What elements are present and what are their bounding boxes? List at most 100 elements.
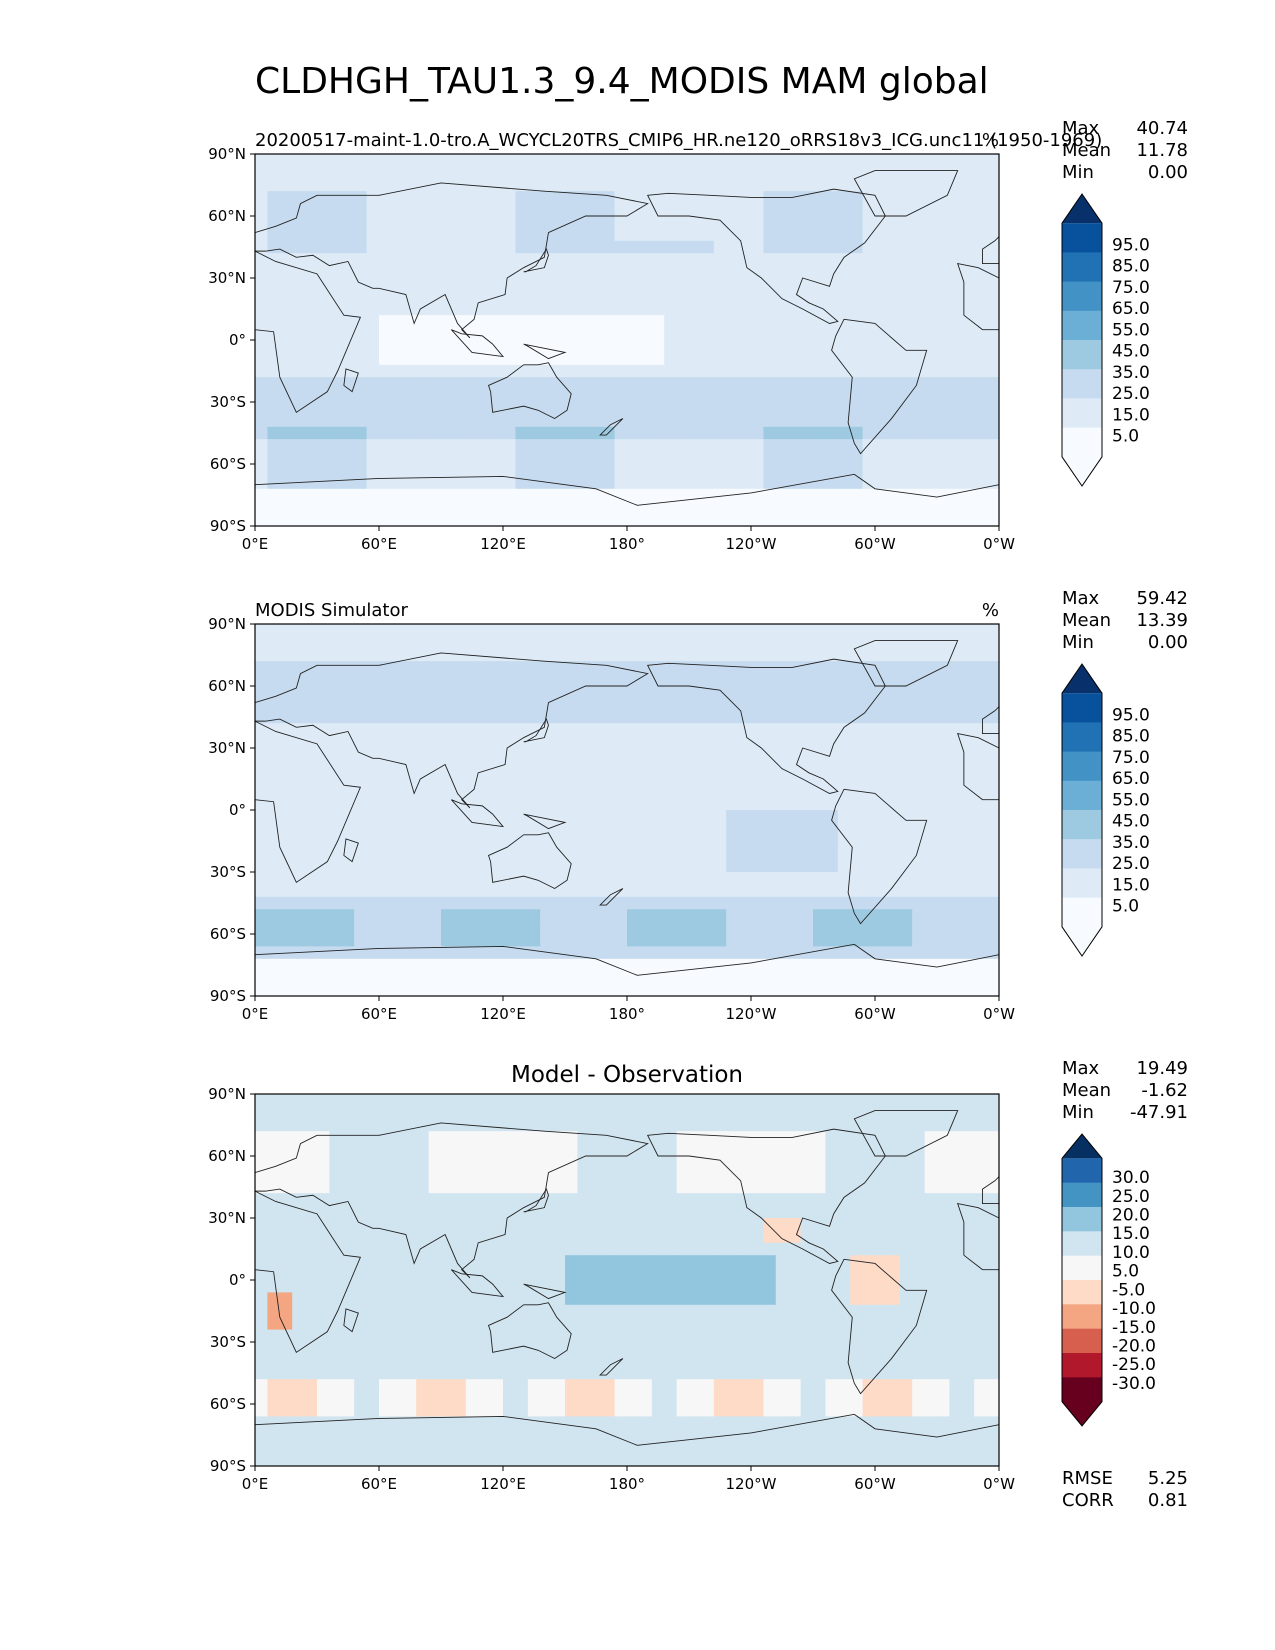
field-cell xyxy=(614,1143,628,1157)
field-cell xyxy=(341,884,355,898)
field-cell xyxy=(763,859,777,873)
field-cell xyxy=(862,290,876,304)
field-cell xyxy=(627,178,640,192)
field-cell xyxy=(651,971,665,985)
field-cell xyxy=(701,748,715,761)
field-cell xyxy=(788,921,802,935)
field-cell xyxy=(465,1094,479,1107)
field-cell xyxy=(366,439,380,453)
field-cell xyxy=(887,872,901,885)
field-cell xyxy=(292,872,306,885)
field-cell xyxy=(689,971,702,985)
field-cell xyxy=(775,426,789,440)
field-cell xyxy=(552,983,566,996)
field-cell xyxy=(627,1317,640,1331)
field-cell xyxy=(664,1193,678,1207)
field-cell xyxy=(565,1205,578,1219)
field-cell xyxy=(738,1342,752,1355)
field-cell xyxy=(763,1094,777,1107)
field-cell xyxy=(937,636,950,650)
field-cell xyxy=(937,896,950,910)
field-cell xyxy=(689,797,702,811)
field-cell xyxy=(354,859,368,873)
field-cell xyxy=(961,513,975,526)
field-cell xyxy=(887,476,901,490)
field-cell xyxy=(986,253,999,267)
field-cell xyxy=(503,921,516,935)
field-cell xyxy=(540,216,554,229)
field-cell xyxy=(912,451,926,465)
field-cell xyxy=(292,501,306,515)
field-cell xyxy=(825,872,839,885)
field-cell xyxy=(924,1143,938,1157)
field-cell xyxy=(602,624,616,637)
field-cell xyxy=(403,1168,417,1182)
field-cell xyxy=(713,501,727,515)
field-cell xyxy=(689,352,702,366)
field-cell xyxy=(974,909,988,923)
field-cell xyxy=(788,785,802,799)
field-cell xyxy=(937,1242,950,1256)
field-cell xyxy=(366,426,380,440)
field-cell xyxy=(899,723,913,737)
field-cell xyxy=(837,971,851,985)
field-cell xyxy=(279,884,293,898)
field-cell xyxy=(527,785,541,799)
field-cell xyxy=(875,834,888,848)
field-cell xyxy=(713,748,727,761)
field-cell xyxy=(701,946,715,960)
field-cell xyxy=(540,648,554,662)
field-cell xyxy=(775,315,789,329)
field-cell xyxy=(416,1292,430,1306)
field-cell xyxy=(837,847,851,861)
field-cell xyxy=(552,228,566,242)
field-cell xyxy=(788,896,802,910)
field-cell xyxy=(875,513,888,526)
field-cell xyxy=(478,327,492,341)
field-cell xyxy=(788,710,802,724)
field-cell xyxy=(416,501,430,515)
field-cell xyxy=(676,302,690,316)
field-cell xyxy=(527,648,541,662)
field-cell xyxy=(899,364,913,378)
field-cell xyxy=(540,810,554,823)
field-cell xyxy=(292,847,306,861)
field-cell xyxy=(515,1255,529,1269)
field-cell xyxy=(354,1230,368,1244)
field-cell xyxy=(527,1094,541,1107)
field-cell xyxy=(317,921,330,935)
field-cell xyxy=(527,290,541,304)
field-cell xyxy=(763,1280,777,1293)
field-cell xyxy=(664,1106,678,1120)
field-cell xyxy=(267,1218,281,1231)
field-cell xyxy=(503,1094,516,1107)
field-cell xyxy=(986,884,999,898)
field-cell xyxy=(267,451,281,465)
field-cell xyxy=(986,1255,999,1269)
field-cell xyxy=(627,909,640,923)
field-cell xyxy=(627,389,640,403)
field-cell xyxy=(304,847,318,861)
field-cell xyxy=(602,748,616,761)
field-cell xyxy=(428,178,442,192)
field-cell xyxy=(391,958,405,972)
field-cell xyxy=(416,1317,430,1331)
field-cell xyxy=(428,265,442,279)
field-cell xyxy=(775,451,789,465)
field-cell xyxy=(403,216,417,229)
field-cell xyxy=(850,698,864,712)
field-cell xyxy=(279,377,293,391)
field-cell xyxy=(788,872,802,885)
field-cell xyxy=(354,847,368,861)
field-cell xyxy=(825,451,839,465)
field-cell xyxy=(428,216,442,229)
field-cell xyxy=(614,377,628,391)
field-cell xyxy=(416,1267,430,1281)
field-cell xyxy=(428,648,442,662)
field-cell xyxy=(726,1218,740,1231)
field-layer xyxy=(255,1094,999,1466)
field-cell xyxy=(837,1317,851,1331)
field-cell xyxy=(676,1131,690,1145)
field-cell xyxy=(627,228,640,242)
field-cell xyxy=(949,253,963,267)
